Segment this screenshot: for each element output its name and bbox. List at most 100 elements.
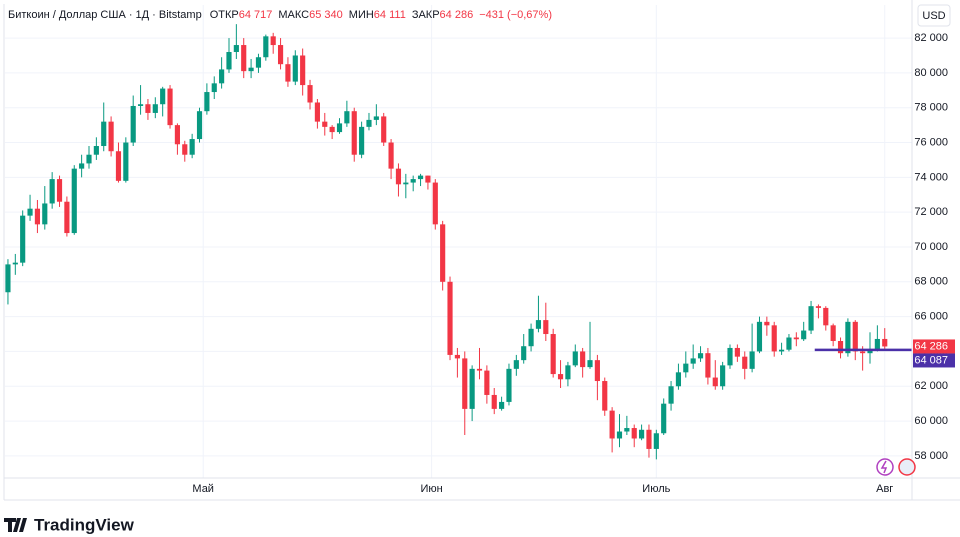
- open-label: ОТКР: [210, 9, 239, 21]
- candle-body: [27, 208, 33, 216]
- candle-body: [845, 321, 851, 354]
- y-tick-label: 74 000: [914, 171, 948, 183]
- candle-body: [314, 102, 320, 122]
- candle-body: [440, 224, 446, 282]
- candle-body: [366, 119, 372, 127]
- candle-body: [779, 349, 785, 352]
- candle-body: [182, 144, 188, 155]
- y-tick-label: 78 000: [914, 102, 948, 114]
- candle-body: [395, 168, 402, 185]
- candle-body: [329, 126, 335, 133]
- candle-body: [108, 121, 114, 152]
- candle-body: [292, 55, 298, 82]
- candle-body: [661, 403, 667, 434]
- candle-body: [101, 121, 107, 147]
- candle-body: [93, 146, 99, 155]
- symbol: Биткоин / Доллар США · 1Д · Bitstamp: [8, 9, 202, 21]
- flag-icon[interactable]: [898, 458, 916, 476]
- candle-body: [454, 354, 460, 359]
- candle-body: [388, 142, 394, 169]
- candle-body: [697, 353, 704, 359]
- candle-body: [646, 429, 652, 449]
- last-price-tag: [913, 339, 955, 354]
- candle-body: [351, 111, 357, 155]
- candle-body: [535, 320, 542, 329]
- currency-button[interactable]: [917, 4, 951, 27]
- x-tick-label: Май: [192, 483, 214, 495]
- close-label: ЗАКР: [412, 9, 440, 21]
- candle-body: [270, 36, 276, 46]
- candle-body: [683, 363, 689, 373]
- candle-body: [277, 45, 284, 65]
- last-price-label: 64 286: [914, 340, 948, 352]
- candle-body: [823, 307, 829, 326]
- y-tick-label: 68 000: [914, 276, 948, 288]
- candle-body: [602, 381, 608, 411]
- candle-body: [653, 433, 659, 449]
- candle-body: [226, 52, 232, 70]
- candle-body: [432, 182, 438, 225]
- candle-body: [742, 356, 748, 369]
- candle-body: [616, 431, 623, 439]
- candle-body: [639, 429, 645, 439]
- change: −431 (−0,67%): [479, 9, 552, 21]
- candle-body: [580, 351, 586, 368]
- candle-body: [248, 67, 254, 72]
- candle-body: [528, 328, 534, 347]
- candle-body: [322, 121, 328, 127]
- candle-body: [882, 338, 888, 347]
- candle-body: [764, 321, 770, 326]
- candle-body: [491, 394, 497, 409]
- candle-body: [720, 365, 726, 387]
- currency[interactable]: USD: [922, 10, 945, 22]
- candle-body: [734, 347, 740, 357]
- candle-body: [690, 358, 696, 364]
- candle-body: [417, 175, 424, 180]
- reference-tag: [913, 353, 955, 368]
- open-value: 64 717: [239, 9, 273, 21]
- candle-body: [196, 111, 203, 140]
- y-tick-label: 58 000: [914, 450, 948, 462]
- candle-body: [219, 69, 225, 84]
- low-label: МИН: [349, 9, 374, 21]
- candle-body: [160, 88, 166, 105]
- event-icon[interactable]: [876, 458, 894, 476]
- candle-body: [233, 45, 239, 53]
- candle-body: [34, 208, 40, 225]
- candle-body: [86, 154, 92, 164]
- candle-body: [808, 306, 814, 331]
- y-tick-label: 62 000: [914, 380, 948, 392]
- candle-body: [631, 428, 637, 439]
- candle-body: [543, 320, 549, 335]
- y-tick-label: 82 000: [914, 32, 948, 44]
- y-tick-label: 76 000: [914, 136, 948, 148]
- candle-body: [675, 372, 682, 387]
- brand: TradingView: [34, 515, 135, 534]
- candle-body: [462, 358, 468, 409]
- candle-body: [513, 360, 519, 369]
- candle-body: [336, 123, 343, 133]
- candle-body: [359, 126, 365, 155]
- candle-body: [587, 360, 593, 368]
- candle-body: [56, 179, 63, 202]
- close-value: 64 286: [440, 9, 474, 21]
- candle-body: [381, 116, 387, 143]
- candle-body: [145, 104, 151, 113]
- candle-body: [79, 163, 85, 169]
- candle-body: [285, 64, 291, 82]
- candle-body: [476, 368, 483, 371]
- candle-body: [572, 351, 578, 366]
- candle-body: [815, 306, 822, 308]
- candle-body: [521, 346, 527, 361]
- candle-body: [189, 139, 195, 155]
- candle-body: [344, 111, 350, 124]
- candle-body: [447, 281, 453, 355]
- y-tick-label: 72 000: [914, 206, 948, 218]
- candle-body: [852, 321, 858, 352]
- candle-body: [137, 104, 144, 106]
- candle-body: [204, 92, 210, 112]
- candle-body: [550, 334, 556, 375]
- candle-body: [300, 55, 306, 86]
